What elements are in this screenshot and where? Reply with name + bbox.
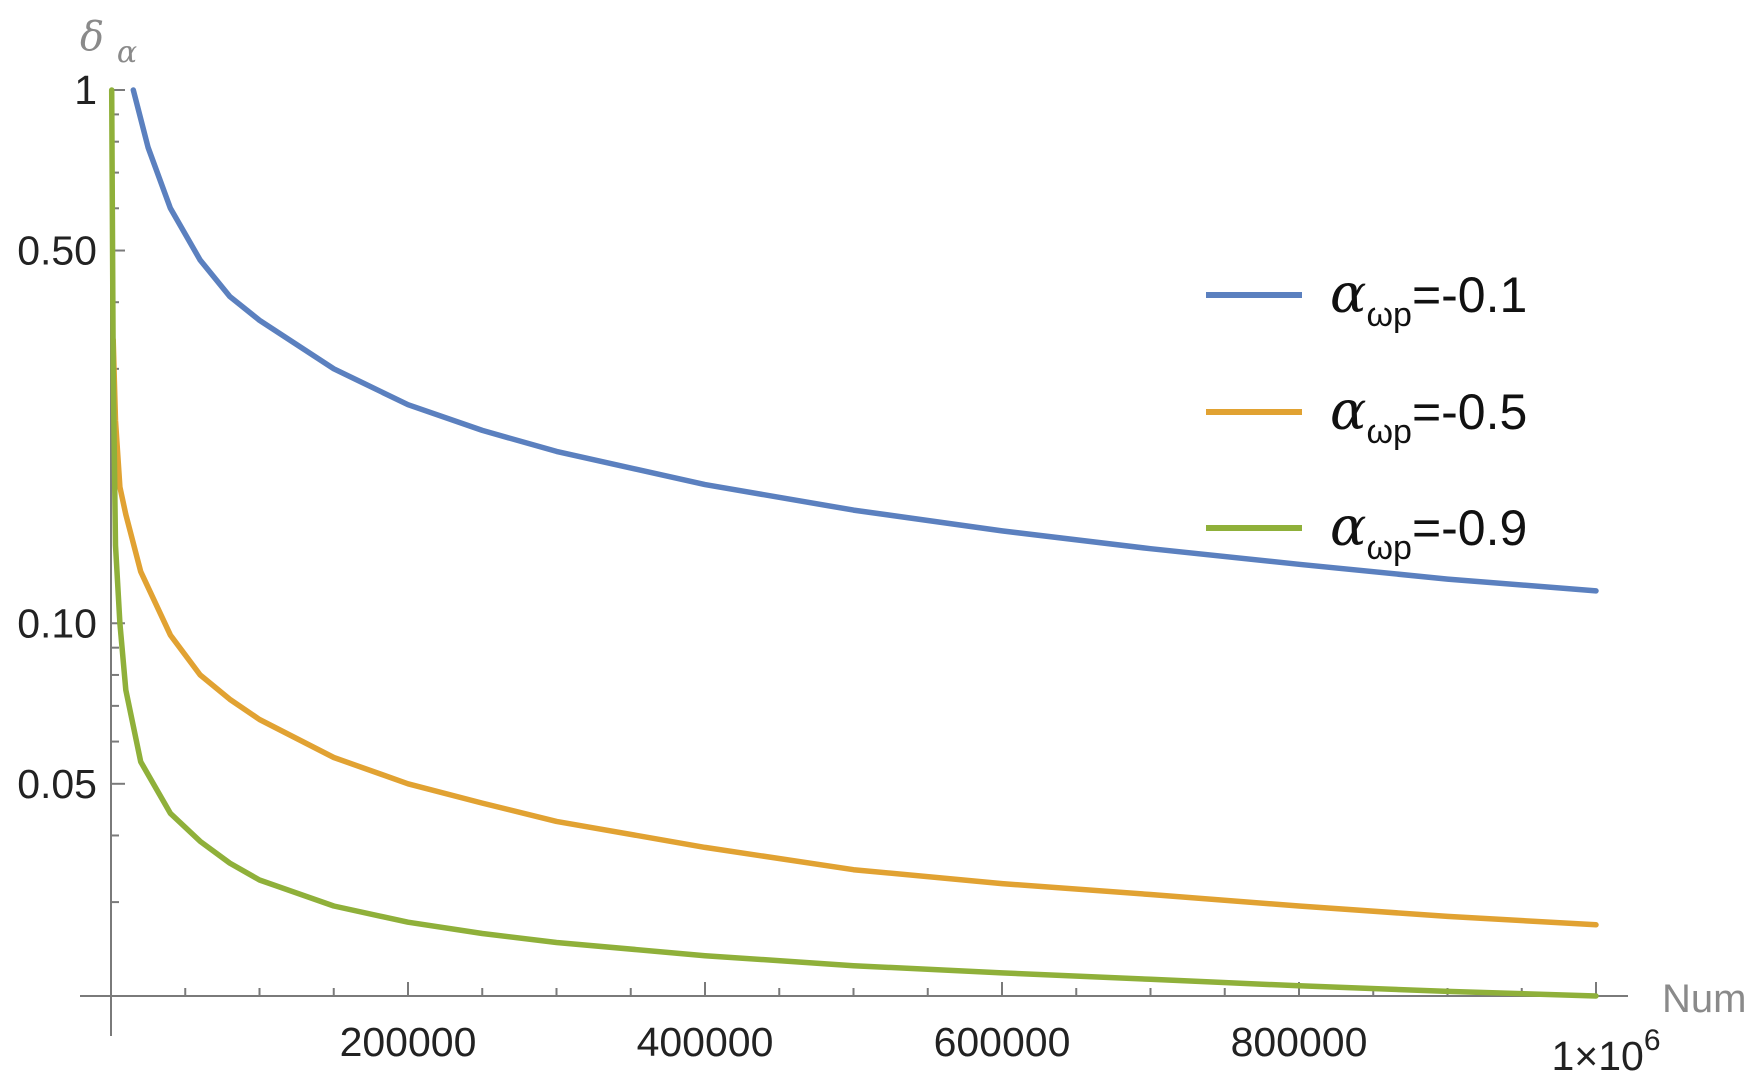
x-tick-label: 400000 <box>637 1019 774 1065</box>
y-axis-ticks: 1 0.50 0.10 0.05 <box>17 67 125 904</box>
legend-label-subscript: ωp <box>1366 529 1411 567</box>
series-lines <box>108 87 1599 999</box>
x-tick-label-exponent: 6 <box>1644 1024 1661 1057</box>
legend-label-symbol: α <box>1330 379 1366 442</box>
x-tick-label: 600000 <box>934 1019 1071 1065</box>
x-axis-ticks: 200000 400000 600000 800000 1×106 <box>184 982 1661 1079</box>
y-axis-title-subscript: α <box>117 35 137 70</box>
y-axis-title-main: δ <box>80 14 104 60</box>
series-line-1 <box>130 87 1599 594</box>
legend-label-subscript: ωp <box>1366 296 1411 334</box>
y-tick-label: 1 <box>74 67 97 113</box>
x-tick-label-base: 1×10 <box>1551 1033 1643 1079</box>
x-tick-label: 800000 <box>1231 1019 1368 1065</box>
y-tick-label: 0.50 <box>17 228 97 274</box>
y-axis-title: δ α <box>80 14 137 70</box>
legend-label-subscript: ωp <box>1366 413 1411 451</box>
y-tick-label: 0.05 <box>17 761 97 807</box>
legend-label: αωp=-0.1 <box>1330 262 1527 334</box>
series-line-3 <box>108 87 1599 999</box>
x-tick-label: 200000 <box>340 1019 477 1065</box>
series-line-2 <box>110 337 1599 928</box>
x-axis-title: Num <box>1662 977 1746 1021</box>
y-tick-label: 0.10 <box>17 600 97 646</box>
legend-label: αωp=-0.9 <box>1330 495 1527 567</box>
legend-label-symbol: α <box>1330 495 1366 558</box>
legend-label: αωp=-0.5 <box>1330 379 1527 451</box>
legend-label-value: =-0.5 <box>1412 384 1527 440</box>
legend-label-value: =-0.1 <box>1412 267 1527 323</box>
legend-label-symbol: α <box>1330 262 1366 325</box>
legend-label-value: =-0.9 <box>1412 500 1527 556</box>
x-tick-label: 1×106 <box>1551 1024 1660 1079</box>
